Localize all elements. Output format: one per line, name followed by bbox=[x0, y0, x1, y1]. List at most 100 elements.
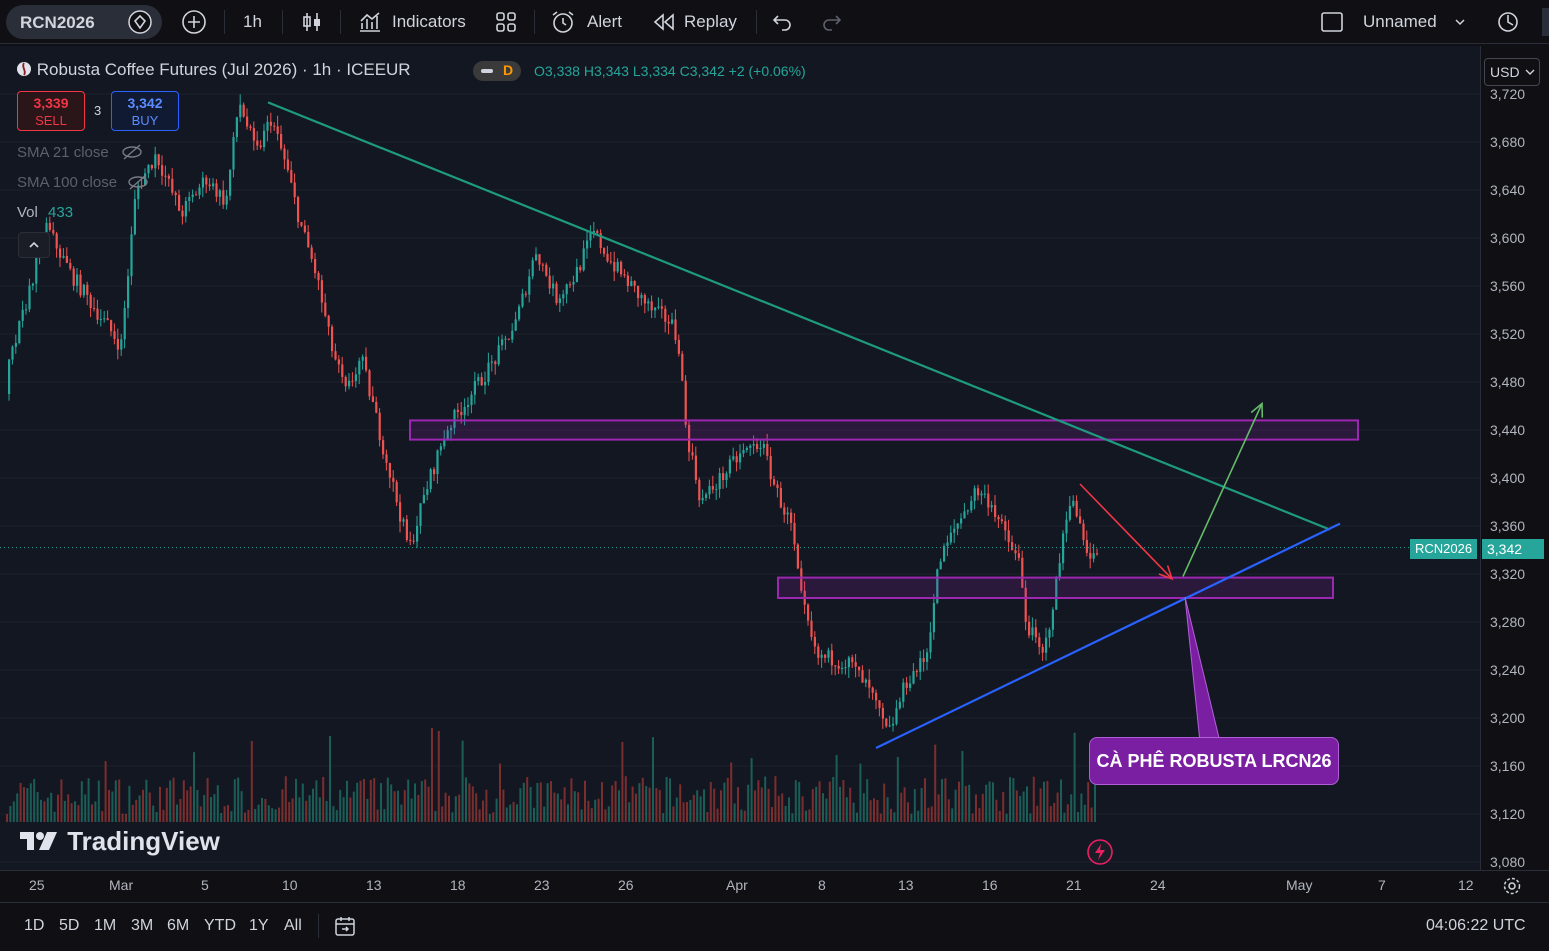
alert-button[interactable]: Alert bbox=[550, 0, 630, 44]
range-button-6m[interactable]: 6M bbox=[167, 917, 190, 934]
range-button-1d[interactable]: 1D bbox=[24, 917, 45, 934]
interval-button[interactable]: 1h bbox=[243, 12, 262, 31]
candle-body bbox=[691, 452, 694, 456]
chevron-up-icon bbox=[29, 241, 39, 248]
volume-bar bbox=[274, 809, 277, 822]
range-button-1m[interactable]: 1M bbox=[94, 917, 117, 934]
volume-bar bbox=[934, 744, 937, 822]
range-button-1y[interactable]: 1Y bbox=[249, 917, 269, 934]
volume-bar bbox=[784, 805, 787, 822]
candle-body bbox=[106, 318, 109, 321]
candle-body bbox=[973, 488, 976, 501]
candle-body bbox=[205, 177, 208, 185]
candle-body bbox=[572, 282, 575, 285]
redo-icon[interactable] bbox=[820, 11, 842, 33]
lightning-replay-icon[interactable] bbox=[1086, 838, 1114, 866]
toolbar-divider bbox=[534, 10, 535, 34]
candle-body bbox=[371, 396, 374, 402]
volume-bar bbox=[516, 804, 518, 822]
candle-body bbox=[773, 479, 776, 485]
candle-body bbox=[246, 116, 249, 127]
volume-bar bbox=[781, 793, 784, 822]
indicators-button[interactable]: Indicators bbox=[357, 0, 472, 44]
candle-body bbox=[844, 667, 847, 669]
collapse-legend-button[interactable] bbox=[18, 232, 50, 258]
volume-bar bbox=[760, 787, 763, 822]
volume-bar bbox=[407, 779, 410, 822]
candle-body bbox=[684, 380, 687, 425]
go-to-date-icon[interactable] bbox=[333, 914, 357, 938]
currency-selector[interactable]: USD bbox=[1484, 58, 1540, 86]
volume-bar bbox=[866, 779, 869, 822]
volume-bar bbox=[57, 794, 59, 822]
time-tick-label: 12 bbox=[1458, 877, 1474, 893]
candle-body bbox=[1045, 637, 1048, 653]
candle-body bbox=[538, 254, 541, 265]
indicator-volume[interactable]: Vol 433 bbox=[17, 204, 73, 221]
volume-bar bbox=[162, 809, 165, 822]
range-button-ytd[interactable]: YTD bbox=[204, 917, 236, 934]
layout-selector[interactable]: Unnamed bbox=[1320, 0, 1470, 44]
candle-body bbox=[905, 682, 908, 688]
volume-bar bbox=[478, 809, 481, 822]
volume-bar bbox=[454, 796, 457, 822]
time-axis[interactable] bbox=[0, 870, 1549, 902]
volume-bar bbox=[308, 795, 311, 822]
tradingview-logo[interactable]: TradingView bbox=[20, 826, 220, 857]
candle-body bbox=[847, 657, 850, 668]
volume-bar bbox=[774, 776, 777, 822]
chart-settings-gear-icon[interactable] bbox=[1502, 876, 1522, 896]
candle-body bbox=[562, 294, 565, 299]
candle-body bbox=[705, 494, 708, 498]
candle-body bbox=[545, 264, 548, 276]
symbol-title[interactable]: Robusta Coffee Futures (Jul 2026) · 1h ·… bbox=[36, 60, 411, 79]
candle-body bbox=[184, 200, 187, 217]
candle-body bbox=[558, 298, 561, 304]
range-button-3m[interactable]: 3M bbox=[131, 917, 154, 934]
candle-body bbox=[837, 665, 840, 669]
volume-bar bbox=[567, 804, 569, 822]
range-button-5d[interactable]: 5D bbox=[59, 917, 80, 934]
price-tick-label: 3,560 bbox=[1490, 278, 1526, 294]
volume-bar bbox=[186, 790, 189, 822]
sell-button[interactable]: 3,339 SELL bbox=[17, 91, 85, 131]
volume-bar bbox=[696, 790, 699, 822]
volume-bar bbox=[985, 784, 988, 822]
utc-clock[interactable]: 04:06:22 UTC bbox=[1426, 917, 1526, 934]
quick-search-icon[interactable] bbox=[1496, 9, 1522, 35]
compare-diamond-icon[interactable] bbox=[128, 10, 152, 34]
candle-body bbox=[82, 284, 85, 296]
indicator-sma21[interactable]: SMA 21 close bbox=[17, 144, 143, 161]
price-tick-label: 3,480 bbox=[1490, 374, 1526, 390]
symbol-search-button[interactable]: RCN2026 bbox=[6, 5, 162, 39]
range-button-all[interactable]: All bbox=[284, 917, 302, 934]
volume-bar bbox=[291, 798, 294, 822]
candles-chart-type-icon[interactable] bbox=[300, 10, 324, 34]
eye-hidden-icon[interactable] bbox=[127, 174, 149, 190]
price-axis[interactable] bbox=[1480, 46, 1549, 870]
candle-body bbox=[1085, 539, 1088, 553]
buy-button[interactable]: 3,342 BUY bbox=[111, 91, 179, 131]
volume-bar bbox=[1094, 779, 1096, 822]
volume-bar bbox=[271, 808, 274, 822]
candle-body bbox=[99, 319, 102, 321]
candle-body bbox=[939, 561, 942, 570]
volume-bar bbox=[512, 801, 515, 822]
candle-body bbox=[218, 190, 221, 197]
candle-body bbox=[892, 723, 895, 726]
price-chart[interactable] bbox=[0, 46, 1480, 870]
candle-body bbox=[861, 670, 864, 683]
volume-bar bbox=[886, 797, 889, 822]
undo-icon[interactable] bbox=[772, 11, 794, 33]
volume-bar bbox=[1056, 792, 1059, 822]
volume-bar bbox=[883, 783, 886, 822]
candle-body bbox=[871, 687, 874, 693]
add-symbol-icon[interactable] bbox=[181, 9, 207, 35]
templates-grid-icon[interactable] bbox=[494, 10, 518, 34]
replay-button[interactable]: Replay bbox=[652, 0, 742, 44]
layout-square-icon bbox=[1321, 12, 1343, 32]
annotation-callout[interactable]: CÀ PHÊ ROBUSTA LRCN26 bbox=[1089, 737, 1339, 785]
indicator-sma100[interactable]: SMA 100 close bbox=[17, 174, 149, 191]
volume-bar bbox=[46, 797, 49, 822]
eye-hidden-icon[interactable] bbox=[121, 144, 143, 160]
